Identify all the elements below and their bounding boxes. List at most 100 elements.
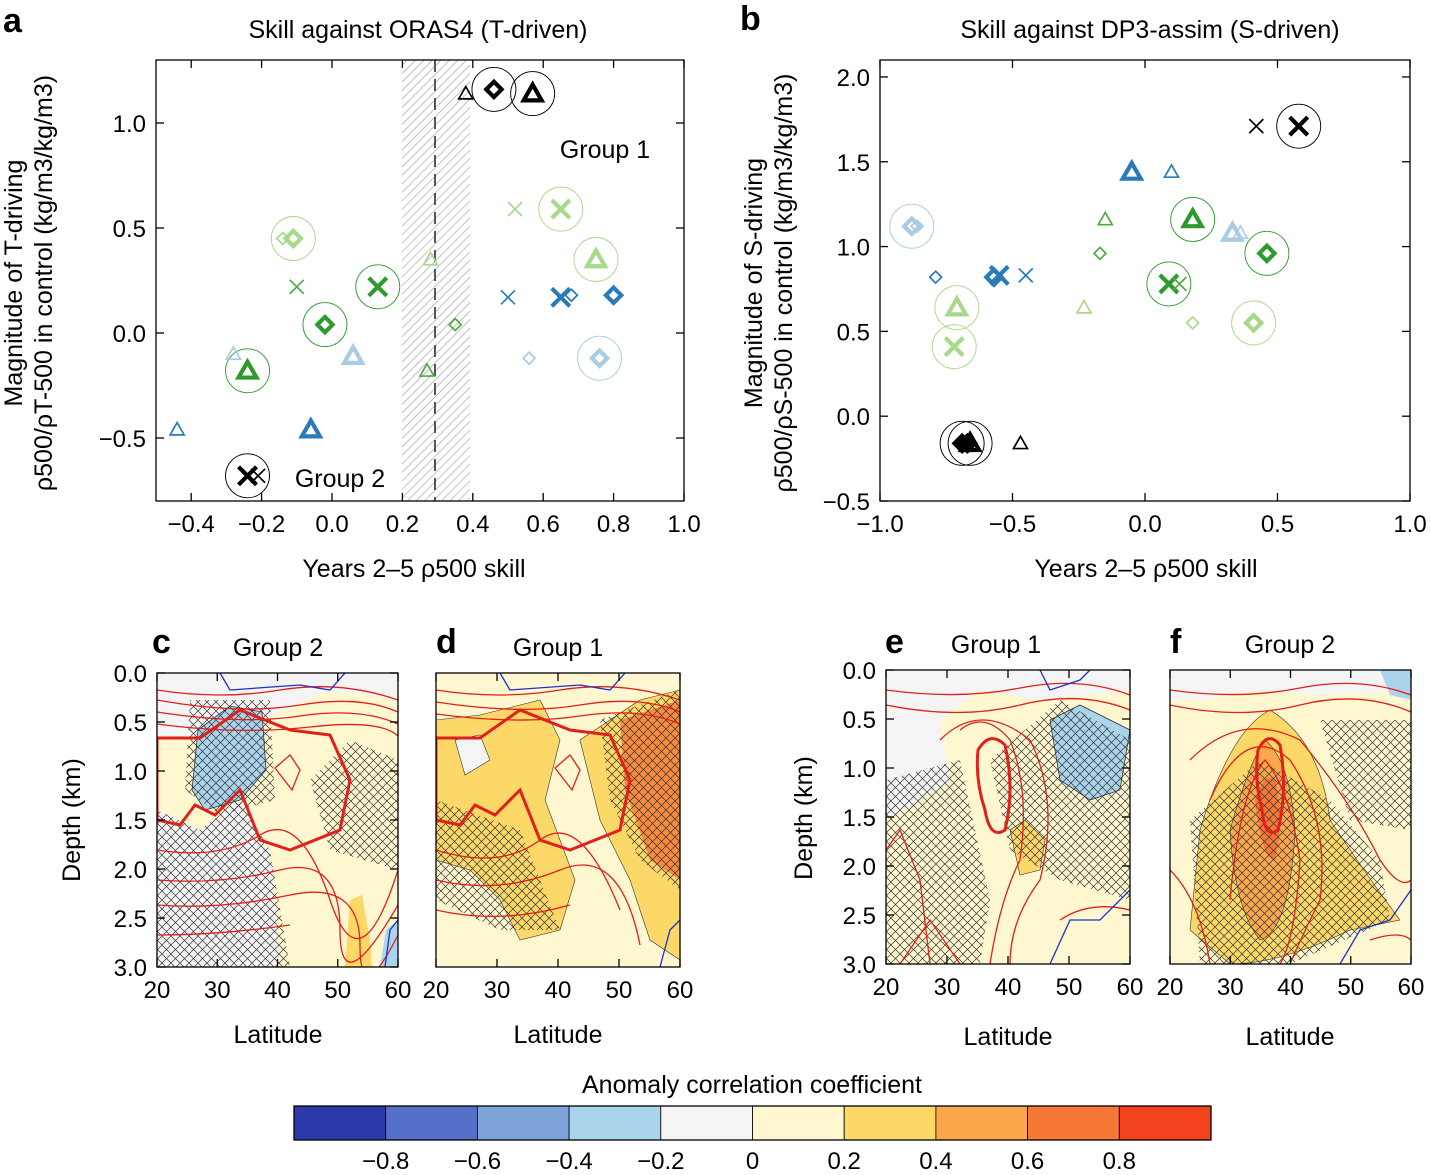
panel-e-ytick-label: 0.0 bbox=[843, 658, 876, 685]
data-point-triangle bbox=[1096, 210, 1114, 226]
panel-c-xtick-label: 30 bbox=[204, 977, 231, 1004]
panel-c-ytick-label: 0.0 bbox=[114, 661, 147, 688]
marker-highlight-circle bbox=[225, 453, 270, 499]
panel-e-field bbox=[886, 670, 1130, 964]
panel-e-ytick-label: 2.0 bbox=[843, 854, 876, 881]
data-point-cross bbox=[943, 336, 965, 358]
panel-a-annotation-group2: Group 2 bbox=[295, 465, 385, 493]
panel-b-ytick-label: 1.5 bbox=[837, 150, 870, 177]
panel-a-xlabel: Years 2–5 ρ500 skill bbox=[302, 555, 525, 583]
data-point-triangle bbox=[1219, 219, 1246, 242]
panel-f: Group 2 20 30 40 50 60 Latitude bbox=[1157, 631, 1425, 1051]
panel-c-ytick-label: 1.5 bbox=[114, 808, 147, 835]
data-point-triangle bbox=[1163, 163, 1180, 179]
panel-d-xtick-label: 30 bbox=[484, 977, 511, 1004]
colorbar-tick-label: 0 bbox=[746, 1148, 759, 1175]
data-point-diamond bbox=[1185, 315, 1200, 331]
panel-c-ytick-label: 2.5 bbox=[114, 906, 147, 933]
data-point-cross bbox=[550, 198, 572, 220]
panel-f-title: Group 2 bbox=[1245, 631, 1335, 659]
panel-b: Skill against DP3-assim (S-driven) −1.0−… bbox=[740, 16, 1427, 583]
panel-f-xtick-label: 50 bbox=[1337, 974, 1364, 1001]
data-point-cross bbox=[1288, 115, 1310, 137]
panel-c-ytick-label: 2.0 bbox=[114, 857, 147, 884]
data-point-cross bbox=[1018, 267, 1034, 284]
colorbar-tick-label: 0.6 bbox=[1011, 1148, 1044, 1175]
data-point-triangle bbox=[234, 357, 261, 380]
marker-highlight-circle bbox=[302, 302, 348, 348]
panel-label-c: c bbox=[152, 623, 171, 661]
panel-b-ytick-label: −0.5 bbox=[823, 489, 870, 516]
panel-c-field bbox=[157, 673, 398, 967]
panel-a-ylabel: Magnitude of T-driving ρ500/ρT-500 in co… bbox=[0, 75, 58, 491]
panel-d-xtick-label: 50 bbox=[606, 977, 633, 1004]
panel-a-title: Skill against ORAS4 (T-driven) bbox=[248, 16, 587, 44]
colorbar-tick-label: −0.4 bbox=[545, 1148, 592, 1175]
panel-e-ytick-label: 1.0 bbox=[843, 756, 876, 783]
panel-c-xtick-label: 20 bbox=[144, 977, 171, 1004]
panel-a-xtick-label: 1.0 bbox=[667, 511, 700, 538]
colorbar-tick-label: −0.6 bbox=[454, 1148, 501, 1175]
data-point-cross bbox=[289, 279, 305, 295]
panel-f-xtick-label: 60 bbox=[1398, 974, 1425, 1001]
panel-d: Group 1 20 30 40 50 60 Latitude bbox=[423, 634, 694, 1049]
panel-label-a: a bbox=[3, 2, 23, 40]
panel-e-xtick-label: 50 bbox=[1056, 974, 1083, 1001]
panel-a-xtick-label: 0.6 bbox=[527, 511, 560, 538]
marker-highlight-circle bbox=[471, 66, 517, 112]
data-point-diamond bbox=[1092, 246, 1108, 261]
panel-e-ytick-label: 1.5 bbox=[843, 805, 876, 832]
data-point-cross bbox=[500, 289, 516, 305]
data-point-diamond bbox=[1243, 312, 1265, 334]
data-point-cross bbox=[250, 468, 266, 484]
panel-c: Group 2 bbox=[58, 634, 411, 1049]
data-point-diamond bbox=[521, 351, 537, 366]
data-point-diamond bbox=[448, 317, 463, 332]
colorbar-tick-label: −0.2 bbox=[637, 1148, 684, 1175]
panel-e-ylabel: Depth (km) bbox=[790, 756, 818, 880]
panel-b-xtick-label: 0.5 bbox=[1261, 511, 1294, 538]
colorbar-tick-label: 0.4 bbox=[919, 1148, 952, 1175]
panel-a: Skill against ORAS4 (T-driven) −0.4 −0.2 0… bbox=[0, 16, 701, 583]
panel-a-annotation-group1: Group 1 bbox=[560, 136, 650, 164]
panel-label-f: f bbox=[1170, 623, 1182, 661]
marker-highlight-circle bbox=[889, 203, 935, 249]
panel-b-xtick-label: 1.0 bbox=[1393, 511, 1426, 538]
colorbar-bin bbox=[1118, 1105, 1212, 1141]
marker-highlight-circle bbox=[931, 324, 977, 370]
panel-a-ylabel-line1: Magnitude of T-driving bbox=[0, 160, 28, 407]
data-point-diamond bbox=[314, 313, 336, 336]
panel-d-title: Group 1 bbox=[513, 634, 603, 662]
colorbar-bin bbox=[843, 1105, 937, 1141]
data-point-triangle bbox=[457, 84, 475, 100]
data-point-triangle bbox=[418, 362, 436, 377]
panel-d-xtick-label: 20 bbox=[423, 977, 450, 1004]
panel-b-xtick-label: −0.5 bbox=[989, 511, 1036, 538]
panel-e-ytick-label: 3.0 bbox=[843, 952, 876, 979]
panel-a-ytick-label: 0.0 bbox=[113, 321, 146, 348]
marker-highlight-circle bbox=[577, 335, 622, 381]
panel-e-xtick-label: 60 bbox=[1117, 974, 1144, 1001]
panel-e-title: Group 1 bbox=[951, 631, 1041, 659]
colorbar-bin bbox=[1027, 1105, 1120, 1141]
data-point-triangle bbox=[1231, 224, 1249, 240]
panel-a-ytick-label: 0.5 bbox=[113, 216, 146, 243]
data-point-diamond bbox=[602, 284, 625, 306]
panel-b-ylabel-line2: ρ500/ρS-500 in control (kg/m3/kg/m3) bbox=[770, 74, 798, 493]
data-point-diamond bbox=[483, 78, 505, 101]
panel-c-title: Group 2 bbox=[233, 634, 323, 662]
data-point-cross bbox=[550, 286, 572, 308]
marker-highlight-circle bbox=[510, 71, 556, 117]
panel-c-ylabel: Depth (km) bbox=[58, 758, 86, 882]
marker-highlight-circle bbox=[1276, 103, 1322, 149]
data-point-diamond bbox=[282, 227, 304, 250]
colorbar-frame bbox=[293, 1105, 1212, 1141]
data-point-diamond bbox=[909, 219, 925, 234]
marker-highlight-circle bbox=[538, 186, 584, 232]
panel-e-xlabel: Latitude bbox=[964, 1023, 1053, 1051]
colorbar-bin bbox=[293, 1105, 387, 1141]
marker-highlight-circle bbox=[1146, 261, 1192, 307]
data-point-cross bbox=[367, 276, 389, 298]
panel-e-ytick-label: 0.5 bbox=[843, 707, 876, 734]
panel-a-xtick-label: −0.2 bbox=[238, 511, 285, 538]
